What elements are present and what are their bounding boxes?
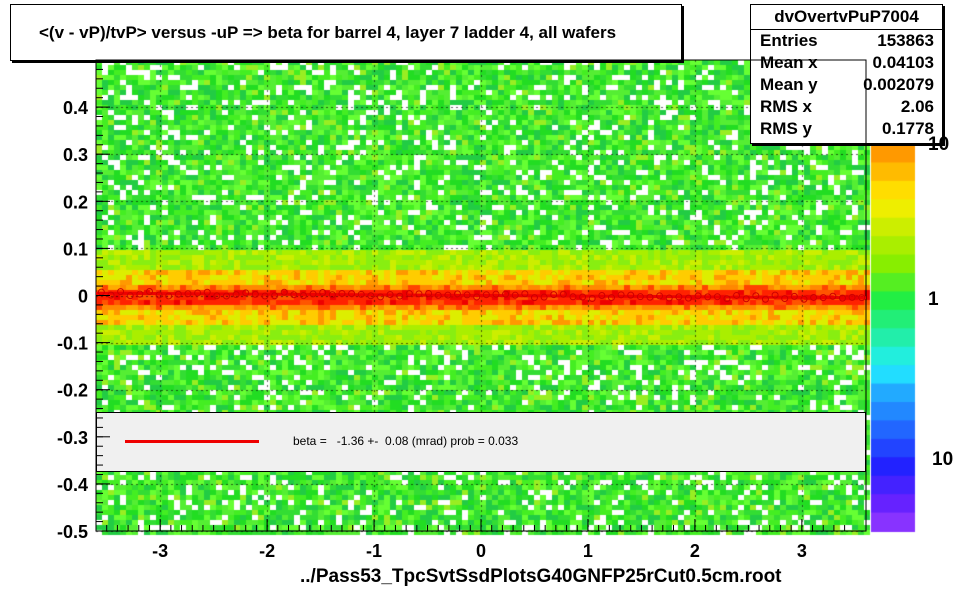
fit-legend-line — [125, 440, 259, 443]
stats-row-mean-y: Mean y 0.002079 — [751, 74, 942, 96]
stats-row-rms-y: RMS y 0.1778 — [751, 118, 942, 140]
stats-value: 0.1778 — [882, 119, 934, 138]
fit-legend: beta = -1.36 +- 0.08 (mrad) prob = 0.033 — [96, 412, 866, 472]
stats-row-entries: Entries 153863 — [751, 30, 942, 52]
stats-header: dvOvertvPuP7004 — [751, 5, 942, 30]
stats-value: 0.002079 — [863, 75, 934, 94]
stats-value: 0.04103 — [872, 53, 934, 72]
plot-title-text: <(v - vP)/tvP> versus -uP => beta for ba… — [39, 22, 617, 42]
stats-label: Mean x — [760, 53, 818, 72]
fit-legend-text: beta = -1.36 +- 0.08 (mrad) prob = 0.033 — [293, 434, 519, 448]
stats-value: 153863 — [877, 31, 934, 50]
stats-label: RMS y — [760, 119, 812, 138]
x-axis-label: ../Pass53_TpcSvtSsdPlotsG40GNFP25rCut0.5… — [300, 566, 782, 587]
stats-label: RMS x — [760, 97, 812, 116]
stats-value: 2.06 — [900, 97, 934, 116]
stats-box: dvOvertvPuP7004 Entries 153863 Mean x 0.… — [750, 4, 943, 144]
stats-row-mean-x: Mean x 0.04103 — [751, 52, 942, 74]
stats-row-rms-x: RMS x 2.06 — [751, 96, 942, 118]
stats-label: Mean y — [760, 75, 818, 94]
plot-title: <(v - vP)/tvP> versus -uP => beta for ba… — [10, 4, 682, 61]
stats-label: Entries — [760, 31, 818, 50]
